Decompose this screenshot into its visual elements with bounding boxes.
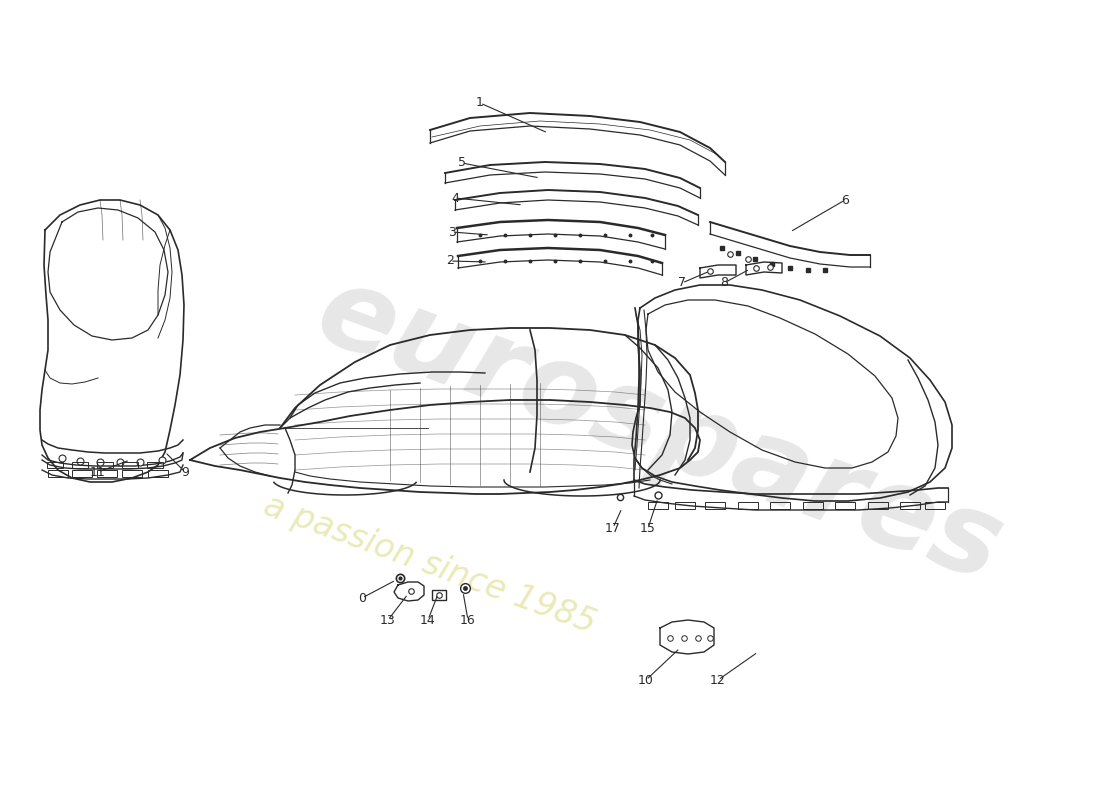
- Bar: [705, 502, 725, 509]
- Text: 12: 12: [711, 674, 726, 686]
- Text: 6: 6: [842, 194, 849, 206]
- Bar: [97, 462, 113, 468]
- Bar: [148, 470, 168, 477]
- Text: 10: 10: [638, 674, 653, 686]
- Bar: [835, 502, 855, 509]
- Bar: [47, 462, 63, 468]
- Bar: [48, 470, 68, 477]
- Bar: [675, 502, 695, 509]
- Text: 13: 13: [381, 614, 396, 626]
- Text: 9: 9: [182, 466, 189, 478]
- Text: 14: 14: [420, 614, 436, 626]
- Bar: [122, 462, 138, 468]
- Bar: [72, 462, 88, 468]
- Bar: [648, 502, 668, 509]
- Text: 2: 2: [447, 254, 454, 267]
- Text: eurospares: eurospares: [302, 254, 1018, 606]
- Text: 1: 1: [476, 97, 484, 110]
- Bar: [122, 470, 142, 477]
- Text: a passion since 1985: a passion since 1985: [260, 490, 601, 641]
- Text: 4: 4: [451, 191, 459, 205]
- Bar: [925, 502, 945, 509]
- Text: 3: 3: [448, 226, 455, 238]
- Text: 17: 17: [605, 522, 620, 534]
- Bar: [868, 502, 888, 509]
- Text: 11: 11: [90, 466, 106, 478]
- Bar: [738, 502, 758, 509]
- Text: 16: 16: [460, 614, 476, 626]
- Bar: [147, 462, 163, 468]
- Bar: [770, 502, 790, 509]
- Text: 0: 0: [358, 591, 366, 605]
- Bar: [432, 590, 446, 600]
- Text: 5: 5: [458, 157, 466, 170]
- Text: 15: 15: [640, 522, 656, 534]
- Text: 7: 7: [678, 277, 686, 290]
- Bar: [900, 502, 920, 509]
- Text: 8: 8: [720, 277, 728, 290]
- Bar: [97, 470, 117, 477]
- Bar: [803, 502, 823, 509]
- Bar: [72, 470, 92, 477]
